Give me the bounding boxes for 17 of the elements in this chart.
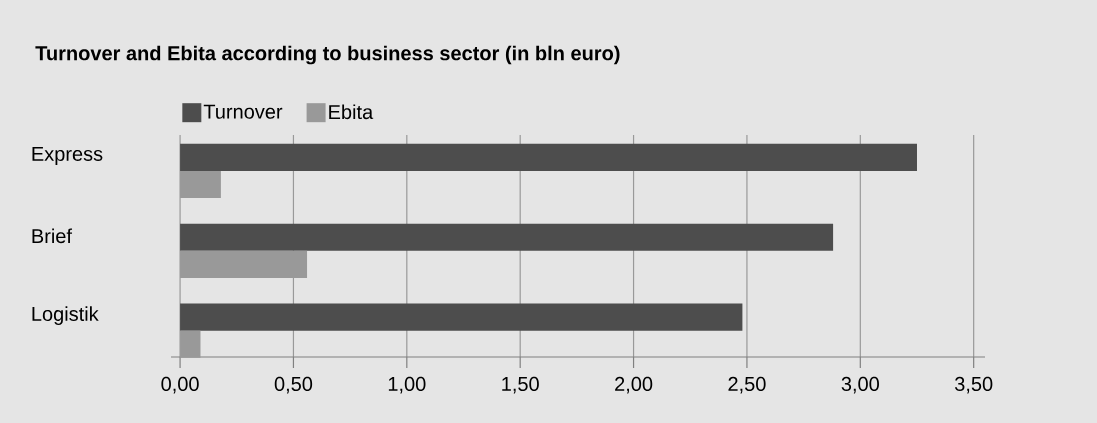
chart-title: Turnover and Ebita according to business sector (in bln euro) [35, 45, 620, 65]
bar [180, 303, 743, 331]
x-tick-label: 3,00 [841, 376, 879, 394]
legend-label: Turnover [203, 104, 283, 119]
x-tick-label: 0,50 [274, 376, 313, 394]
x-tick-label: 1,00 [388, 376, 426, 394]
y-tick-label: Brief [32, 228, 73, 244]
x-tick-label: 3,50 [954, 376, 993, 394]
y-tick-label: Express [32, 146, 103, 165]
x-tick-label: 0,00 [161, 376, 199, 394]
x-tick-label: 2,50 [728, 376, 766, 394]
bar [180, 143, 917, 171]
bar [180, 223, 834, 251]
x-tick-label: 2,00 [615, 376, 653, 394]
legend-label: Ebita [329, 104, 374, 120]
x-tick-label: 1,50 [502, 376, 539, 394]
y-tick-label: Logistik [32, 306, 99, 325]
